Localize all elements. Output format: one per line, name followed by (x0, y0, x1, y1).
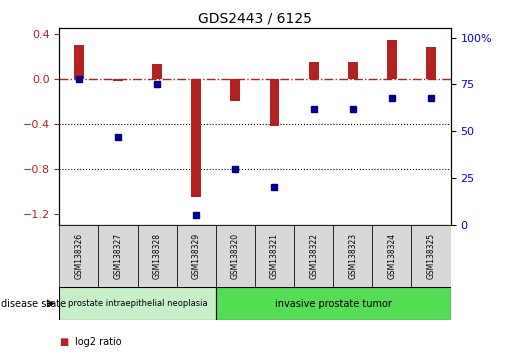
Text: GSM138324: GSM138324 (387, 233, 397, 279)
Bar (152, 64, 162, 79)
Bar (74, 45, 83, 79)
Bar (191, 79, 201, 197)
Text: GSM138325: GSM138325 (426, 233, 436, 279)
Bar (294, 225, 333, 287)
Text: GSM138329: GSM138329 (192, 233, 201, 279)
Bar (269, 79, 279, 126)
Text: GSM138328: GSM138328 (152, 233, 162, 279)
Text: log2 ratio: log2 ratio (75, 337, 122, 347)
Text: GSM138321: GSM138321 (270, 233, 279, 279)
Title: GDS2443 / 6125: GDS2443 / 6125 (198, 12, 312, 26)
Bar (387, 40, 397, 79)
Text: ■: ■ (59, 337, 68, 347)
Bar (216, 225, 255, 287)
Text: GSM138323: GSM138323 (348, 233, 357, 279)
Text: GSM138320: GSM138320 (231, 233, 240, 279)
Bar (177, 225, 216, 287)
Bar (333, 225, 372, 287)
Bar (230, 79, 240, 101)
Bar (138, 225, 177, 287)
Text: disease state: disease state (1, 298, 66, 309)
Text: prostate intraepithelial neoplasia: prostate intraepithelial neoplasia (67, 299, 208, 308)
Text: GSM138326: GSM138326 (74, 233, 83, 279)
Bar (98, 225, 138, 287)
Bar (59, 225, 98, 287)
Bar (113, 79, 123, 81)
Bar (59, 287, 216, 320)
Text: invasive prostate tumor: invasive prostate tumor (275, 298, 391, 309)
Bar (426, 47, 436, 79)
Text: GSM138327: GSM138327 (113, 233, 123, 279)
Bar (348, 62, 357, 79)
Bar (372, 225, 411, 287)
Bar (216, 287, 451, 320)
Bar (255, 225, 294, 287)
Text: GSM138322: GSM138322 (309, 233, 318, 279)
Bar (308, 62, 318, 79)
Bar (411, 225, 451, 287)
